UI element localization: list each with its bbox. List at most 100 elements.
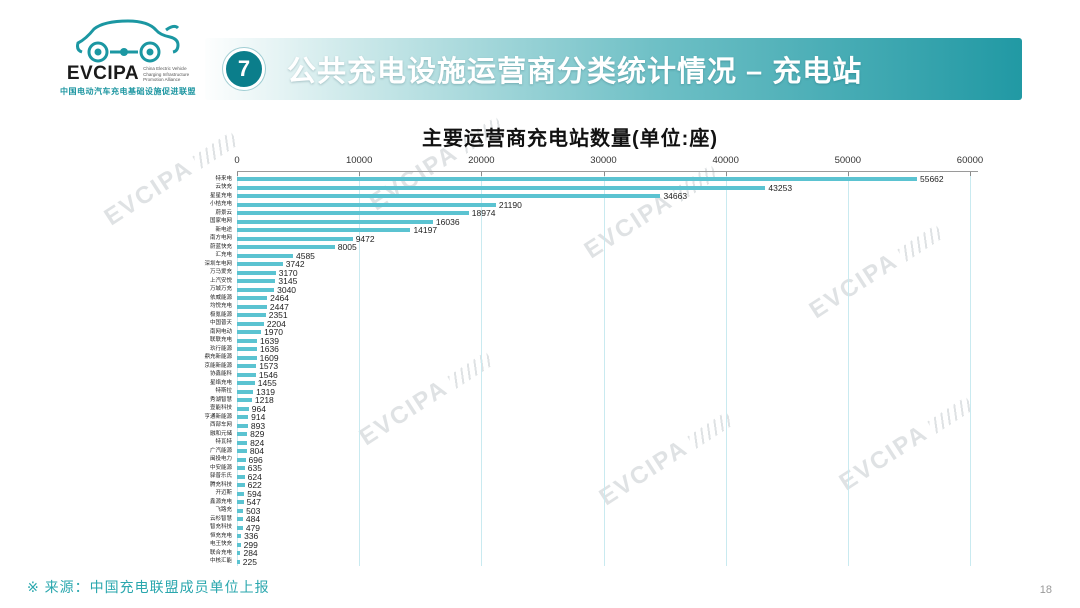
bar-row: 3742 <box>237 260 970 269</box>
y-axis-label: 小桔充电 <box>209 201 232 207</box>
bar <box>237 347 257 352</box>
bar <box>237 355 257 360</box>
x-tick-label: 50000 <box>834 155 862 166</box>
y-axis-label: 特瓦特 <box>215 439 232 445</box>
bar-value-label: 622 <box>247 480 262 490</box>
y-axis-label: 南方电网 <box>209 235 232 241</box>
bar <box>237 398 252 403</box>
y-axis-label: 亨通新能源 <box>204 413 232 420</box>
y-axis-label: 电王快充 <box>209 541 232 547</box>
bar <box>237 304 267 309</box>
page-number: 18 <box>1039 584 1052 596</box>
gridline <box>970 172 971 566</box>
y-axis-label: 依威能源 <box>209 294 232 301</box>
bar-value-label: 2351 <box>268 310 288 320</box>
bar-row: 4585 <box>237 250 970 261</box>
bar <box>237 542 241 547</box>
bar-row: 964 <box>237 404 970 414</box>
y-axis-label: 中核汇能 <box>209 558 232 564</box>
gridlines <box>237 172 971 566</box>
y-axis-label: 特斯拉 <box>215 388 232 394</box>
x-tick-mark <box>847 172 849 176</box>
y-axis-label: 联合充电 <box>209 549 232 556</box>
bar-row: 829 <box>237 430 970 439</box>
bar <box>237 296 268 301</box>
bar-row: 696 <box>237 454 970 465</box>
y-axis-label: 星星充电 <box>209 192 232 199</box>
bar-value-label: 43253 <box>768 182 793 193</box>
bar-value-label: 3145 <box>278 276 298 286</box>
gridline <box>237 172 238 566</box>
y-axis-label: 极氪能源 <box>209 311 232 318</box>
y-axis-label: 蔚蓝快充 <box>209 243 232 250</box>
bar-value-label: 2204 <box>266 318 286 329</box>
car-logo-icon <box>76 19 180 63</box>
bar <box>237 534 242 539</box>
bar <box>237 466 245 471</box>
bar <box>237 245 335 250</box>
logo-chinese-text: 中国电动汽车充电基础设施促进联盟 <box>60 87 196 96</box>
bar-row: 1609 <box>237 353 970 363</box>
y-axis-label: 中安能源 <box>209 464 232 471</box>
bar-value-label: 484 <box>245 514 261 524</box>
bar-value-label: 4585 <box>296 250 315 261</box>
page-title: 公共充电设施运营商分类统计情况 – 充电站 <box>287 56 863 88</box>
bar-value-label: 1455 <box>257 378 277 388</box>
bar <box>237 500 244 505</box>
x-axis-line <box>237 171 978 172</box>
y-axis-label: 广汽能源 <box>209 447 232 454</box>
y-axis-label: 上汽安悦 <box>209 277 232 284</box>
x-tick-mark <box>603 172 605 176</box>
bar <box>237 219 433 224</box>
bar-value-label: 8005 <box>337 242 357 252</box>
bar-value-label: 299 <box>243 539 258 550</box>
x-tick-label: 10000 <box>345 155 373 166</box>
gridline <box>603 172 605 566</box>
bar-row: 1218 <box>237 396 970 405</box>
bar-value-label: 18974 <box>471 208 496 218</box>
bar-value-label: 2447 <box>269 301 289 312</box>
bar-row: 43253 <box>237 182 970 193</box>
y-axis-label: 恒充充电 <box>209 532 232 539</box>
gridline <box>725 172 727 566</box>
bar-value-label: 21190 <box>498 199 522 210</box>
bar <box>237 270 276 275</box>
bar <box>237 517 243 522</box>
bar <box>237 287 275 292</box>
bar <box>237 194 661 199</box>
bar <box>237 449 247 454</box>
y-axis-label: 南网电动 <box>209 328 232 335</box>
bar-row: 804 <box>237 447 970 456</box>
source-note: ※ 来源：中国充电联盟成员单位上报 <box>27 579 270 595</box>
bar <box>237 364 257 369</box>
bar-value-label: 893 <box>250 420 266 431</box>
y-axis-label: 特来电 <box>215 175 232 182</box>
bar-value-label: 503 <box>246 505 261 516</box>
y-axis-label: 云快充 <box>215 184 232 190</box>
y-axis-label: 联联充电 <box>209 337 232 343</box>
bar-row: 893 <box>237 420 970 431</box>
bar <box>237 202 496 207</box>
bar-row: 824 <box>237 437 970 448</box>
y-axis-label: 西部车网 <box>209 422 232 428</box>
bar-row: 3145 <box>237 277 970 286</box>
bar-value-label: 696 <box>248 454 263 465</box>
bar-row: 34663 <box>237 192 970 201</box>
bar-row: 484 <box>237 515 970 524</box>
bar-value-label: 824 <box>250 437 265 448</box>
x-tick-mark <box>725 172 727 176</box>
bar-row: 1573 <box>237 362 970 371</box>
x-tick-label: 40000 <box>712 155 739 166</box>
bar-value-label: 479 <box>245 522 261 533</box>
bar-value-label: 336 <box>244 531 259 541</box>
bar-row: 9472 <box>237 234 970 244</box>
bar-value-label: 3742 <box>285 259 305 269</box>
bar <box>237 525 243 530</box>
chart-title: 主要运营商充电站数量(单位:座) <box>422 128 718 150</box>
y-axis-label: 协鑫能科 <box>209 371 232 377</box>
bar <box>237 313 266 318</box>
y-axis-label: 新电途 <box>215 226 232 233</box>
bar-row: 55662 <box>237 175 970 184</box>
gridline <box>481 172 483 566</box>
y-axis-label: 融和元储 <box>209 430 232 437</box>
